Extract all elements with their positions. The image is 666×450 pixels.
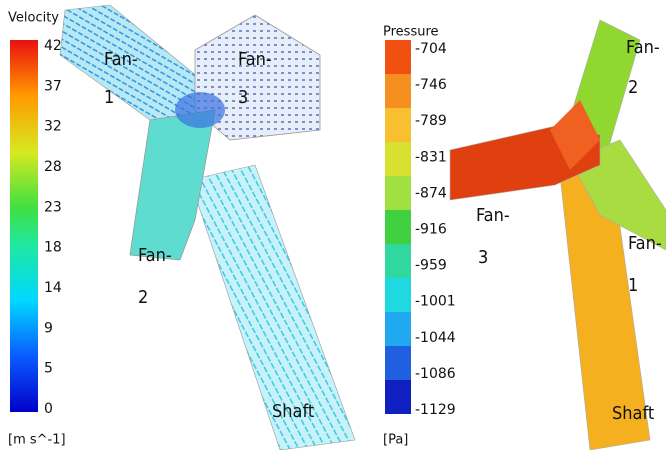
colorbar-tick-label: 23 xyxy=(44,199,62,215)
colorbar-tick-label: 14 xyxy=(44,280,62,296)
colorbar-tick-label: 32 xyxy=(44,119,62,135)
junction xyxy=(175,92,225,128)
colorbar-unit: [m s^-1] xyxy=(8,433,66,448)
region-label: Fan- xyxy=(476,205,510,226)
region-label: 1 xyxy=(628,275,638,296)
velocity-panel xyxy=(10,5,355,450)
band xyxy=(385,346,411,380)
region-label: 1 xyxy=(104,87,114,108)
colorbar-tick-label: 18 xyxy=(44,240,62,256)
band xyxy=(385,210,411,244)
region-label: 2 xyxy=(138,287,148,308)
colorbar-tick-label: 0 xyxy=(44,401,53,417)
band xyxy=(385,74,411,108)
band xyxy=(385,380,411,414)
band xyxy=(385,40,411,74)
colorbar-tick-label: -916 xyxy=(415,222,447,238)
region-label: 3 xyxy=(238,87,248,108)
colorbar-tick-label: 28 xyxy=(44,159,62,175)
colorbar-tick-label: -704 xyxy=(415,41,447,57)
region-label: 2 xyxy=(628,77,638,98)
colorbar-tick-label: -746 xyxy=(415,77,447,93)
colorbar-tick-label: -789 xyxy=(415,113,447,129)
colorbar-tick-label: 37 xyxy=(44,78,62,94)
velocity-colorbar xyxy=(10,40,38,412)
region-label: 3 xyxy=(478,247,488,268)
colorbar-tick-label: -1044 xyxy=(415,330,456,346)
region-label: Fan- xyxy=(628,233,662,254)
region-label: Fan- xyxy=(238,49,272,70)
band xyxy=(385,108,411,142)
colorbar-tick-label: -1001 xyxy=(415,294,456,310)
band xyxy=(385,142,411,176)
region-label: Shaft xyxy=(612,403,654,424)
colorbar-title: Pressure xyxy=(383,25,439,40)
region-label: Shaft xyxy=(272,401,314,422)
colorbar-tick-label: 5 xyxy=(44,361,53,377)
region-label: Fan- xyxy=(138,245,172,266)
region-label: Fan- xyxy=(626,37,660,58)
colorbar-unit: [Pa] xyxy=(383,433,408,448)
colorbar-tick-label: -874 xyxy=(415,185,447,201)
band xyxy=(385,176,411,210)
colorbar-tick-label: 9 xyxy=(44,320,53,336)
colorbar-title: Velocity xyxy=(8,11,59,26)
band xyxy=(385,278,411,312)
colorbar-tick-label: 42 xyxy=(44,38,62,54)
figure: Velocity[m s^-1]42373228231814950Fan-1Fa… xyxy=(0,0,666,450)
colorbar-tick-label: -959 xyxy=(415,258,447,274)
colorbar-tick-label: -1129 xyxy=(415,402,456,418)
band xyxy=(385,244,411,278)
colorbar-tick-label: -831 xyxy=(415,149,447,165)
band xyxy=(385,312,411,346)
colorbar-tick-label: -1086 xyxy=(415,366,456,382)
region-label: Fan- xyxy=(104,49,138,70)
